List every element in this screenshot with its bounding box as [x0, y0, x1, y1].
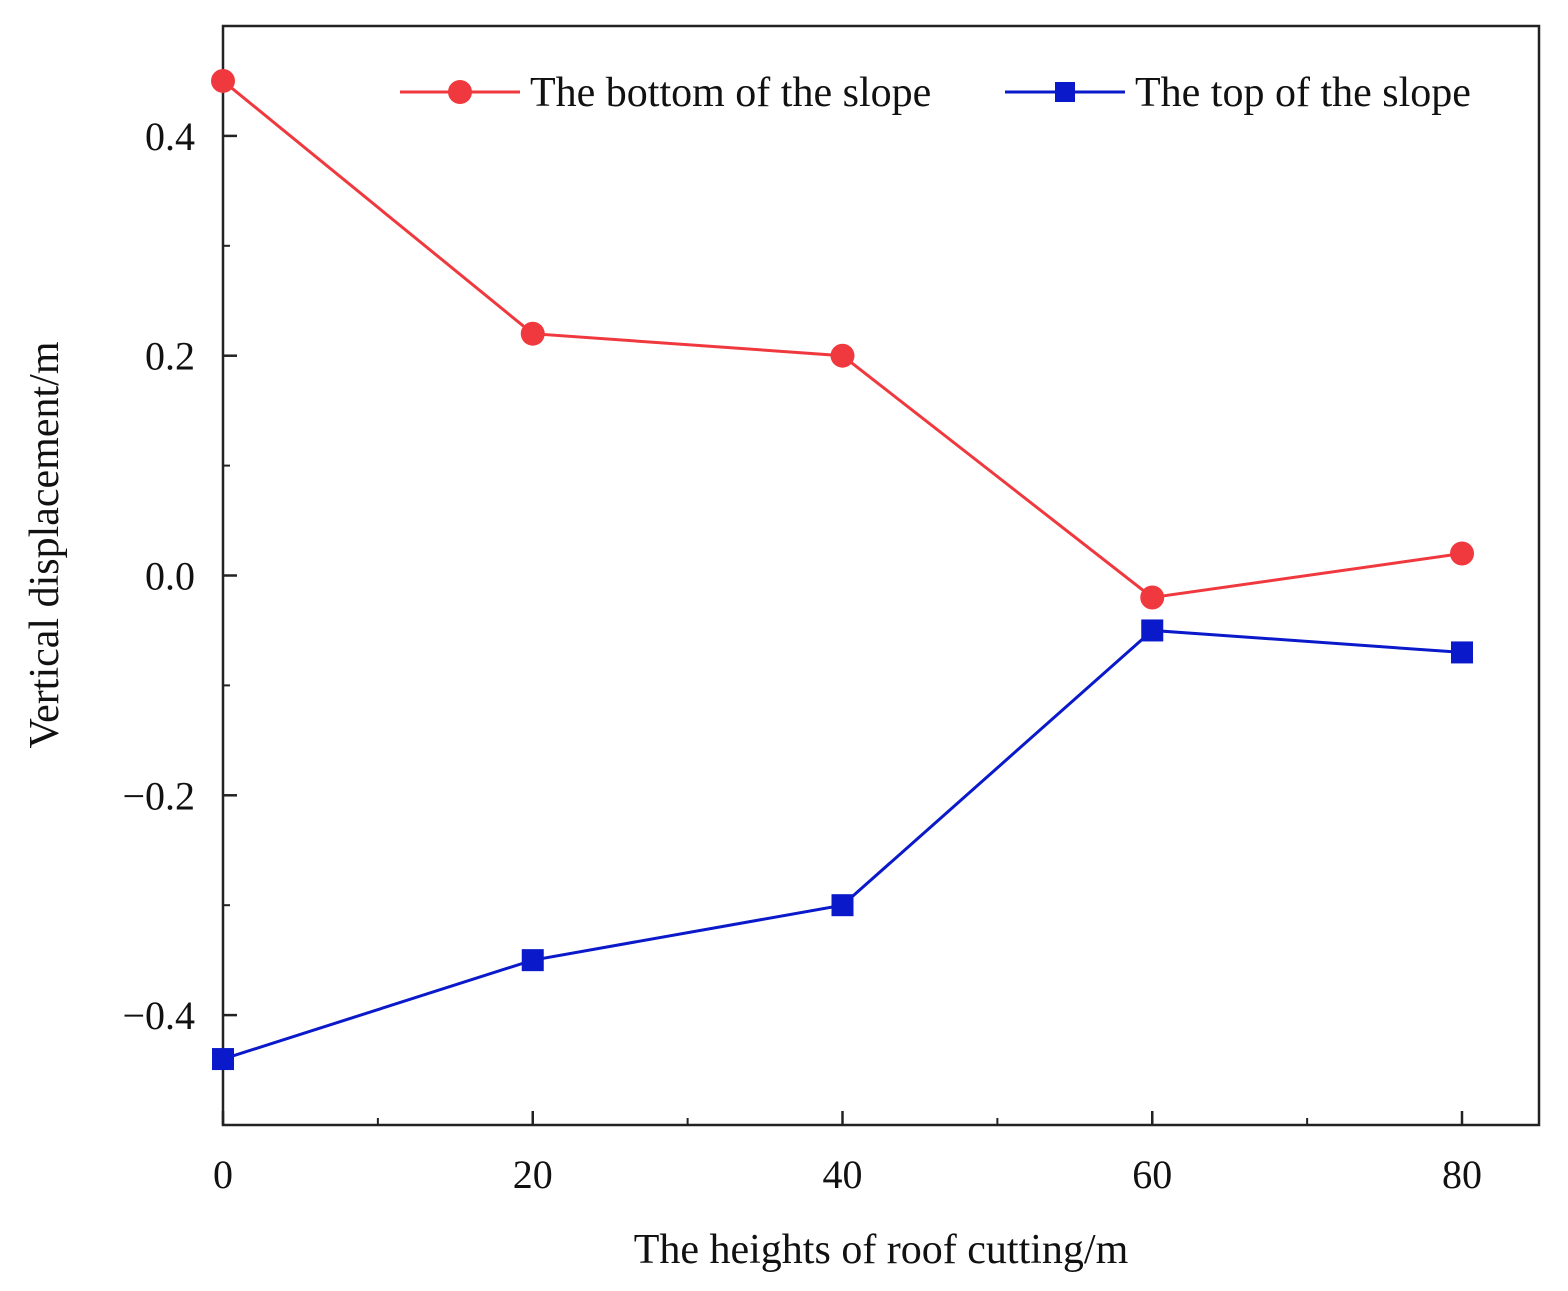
legend-marker: [448, 80, 472, 104]
y-axis: −0.4 −0.2 0.0 0.2 0.4: [122, 114, 237, 1038]
legend-marker: [1055, 82, 1075, 102]
y-tick-label: −0.2: [122, 773, 195, 818]
x-axis-title: The heights of roof cutting/m: [634, 1227, 1129, 1273]
data-point: [1140, 585, 1165, 610]
x-tick-label: 20: [513, 1152, 553, 1197]
series-bottom-of-slope: [211, 68, 1474, 610]
legend-label: The top of the slope: [1135, 70, 1471, 116]
data-point: [1450, 541, 1474, 566]
data-point: [830, 343, 855, 368]
y-axis-title: Vertical displacement/m: [22, 341, 68, 748]
series-top-of-slope: [212, 619, 1473, 1071]
y-tick-label: 0.0: [145, 554, 195, 599]
x-tick-label: 0: [213, 1152, 233, 1197]
x-tick-label: 40: [823, 1152, 863, 1197]
data-point: [521, 949, 544, 972]
plot-frame: [221, 24, 1541, 1127]
data-point: [831, 894, 854, 917]
legend-label: The bottom of the slope: [530, 70, 931, 116]
data-point: [1451, 641, 1473, 664]
legend-item: The top of the slope: [1005, 70, 1471, 116]
data-point: [1141, 619, 1164, 642]
data-point: [211, 68, 235, 93]
x-tick-label: 80: [1442, 1152, 1482, 1197]
series-line: [222, 79, 1463, 600]
x-axis: 0 20 40 60 80: [213, 1111, 1482, 1197]
x-tick-label: 60: [1132, 1152, 1172, 1197]
y-tick-label: 0.2: [145, 334, 195, 379]
series-line: [222, 628, 1463, 1061]
data-point: [520, 321, 545, 346]
legend: The bottom of the slope The top of the sl…: [400, 70, 1471, 116]
series-layer: [211, 68, 1474, 1071]
data-point: [212, 1048, 234, 1071]
y-tick-label: 0.4: [145, 114, 195, 159]
y-tick-label: −0.4: [122, 993, 195, 1038]
legend-item: The bottom of the slope: [400, 70, 931, 116]
